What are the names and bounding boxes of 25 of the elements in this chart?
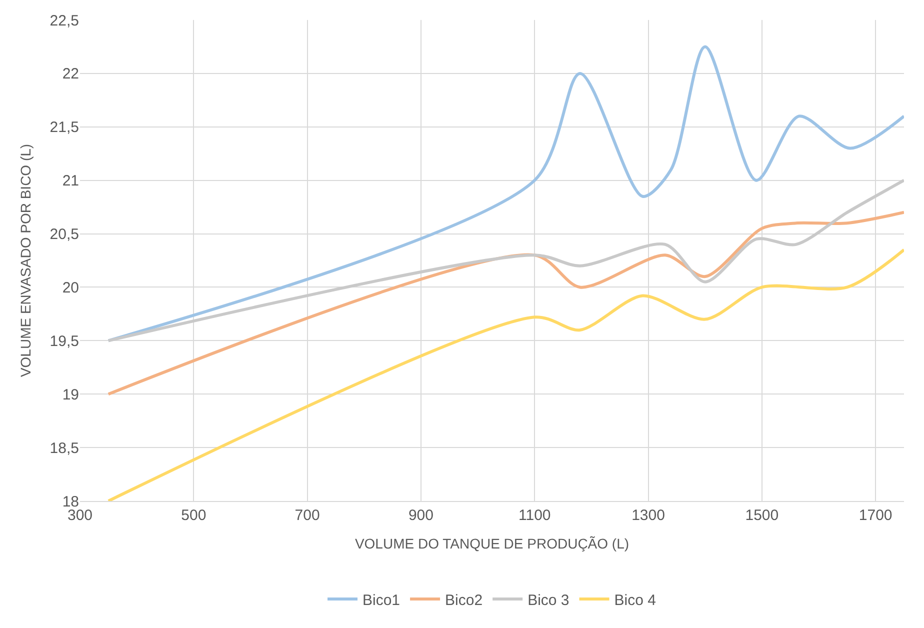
x-tick-label: 900	[408, 507, 434, 524]
line-series	[106, 248, 904, 501]
x-tick-label: 700	[294, 507, 320, 524]
x-tick-label: 1100	[518, 507, 551, 524]
y-tick-label: 19	[62, 386, 79, 404]
y-tick-label: 18,5	[50, 440, 79, 457]
legend-label: Bico 3	[528, 592, 570, 609]
y-tick-label: 20,5	[50, 226, 79, 244]
y-tick-label: 22	[62, 66, 79, 83]
x-tick-label: 1300	[632, 507, 665, 524]
line-series	[106, 210, 904, 396]
y-tick-label: 22,5	[50, 12, 79, 30]
y-tick-label: 19,5	[50, 332, 79, 350]
x-tick-label: 500	[181, 507, 206, 524]
y-tick-label: 21	[62, 172, 79, 190]
line-series	[106, 178, 904, 342]
legend-label: Bico1	[362, 592, 400, 609]
y-tick-label: 20	[62, 279, 79, 296]
legend-label: Bico2	[445, 592, 483, 609]
y-tick-label: 21,5	[50, 119, 79, 136]
x-tick-label: 1700	[858, 507, 892, 524]
x-axis-title: VOLUME DO TANQUE DE PRODUÇÃO (L)	[354, 535, 630, 552]
x-tick-label: 1500	[745, 507, 779, 524]
legend-label: Bico 4	[614, 592, 656, 609]
y-axis-title: VOLUME ENVASADO POR BICO (L)	[17, 144, 34, 378]
